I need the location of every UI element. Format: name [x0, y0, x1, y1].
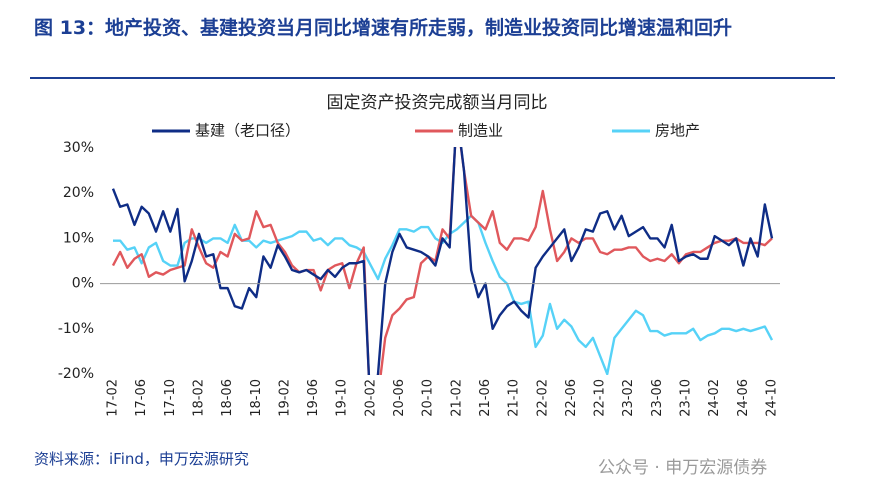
- series-line: [111, 147, 773, 375]
- x-tick-label: 18-10: [249, 379, 264, 417]
- series-line: [111, 147, 774, 375]
- x-tick-label: 23-06: [650, 379, 665, 417]
- y-tick-label: 20%: [63, 185, 94, 201]
- x-tick-label: 24-10: [765, 379, 780, 417]
- x-tick-label: 23-02: [621, 379, 636, 417]
- x-tick-label: 22-06: [564, 379, 579, 417]
- y-tick-label: 30%: [63, 140, 94, 156]
- chart-title: 固定资产投资完成额当月同比: [327, 93, 548, 113]
- x-tick-label: 21-10: [507, 379, 522, 417]
- x-tick-label: 19-02: [277, 379, 292, 417]
- x-tick-label: 18-02: [191, 379, 206, 417]
- x-tick-label: 17-06: [134, 379, 149, 417]
- figure-title: 图 13：地产投资、基建投资当月同比增速有所走弱，制造业投资同比增速温和回升: [34, 17, 733, 39]
- x-tick-label: 22-02: [535, 379, 550, 417]
- y-tick-label: 10%: [63, 230, 94, 246]
- x-tick-label: 20-02: [363, 379, 378, 417]
- y-tick-label: -10%: [58, 321, 94, 337]
- x-tick-label: 17-02: [106, 379, 121, 417]
- x-tick-label: 22-10: [593, 379, 608, 417]
- x-tick-label: 24-02: [707, 379, 722, 417]
- x-tick-label: 20-10: [421, 379, 436, 417]
- source-note: 资料来源：iFind，申万宏源研究: [34, 450, 249, 468]
- plot-area: [111, 147, 774, 375]
- legend-label: 制造业: [458, 122, 503, 140]
- watermark: 公众号 · 申万宏源债券: [598, 458, 768, 478]
- x-tick-label: 19-06: [306, 379, 321, 417]
- y-tick-label: -20%: [58, 366, 94, 382]
- y-tick-label: 0%: [72, 276, 94, 292]
- x-tick-label: 23-10: [679, 379, 694, 417]
- x-tick-label: 21-06: [478, 379, 493, 417]
- x-tick-label: 24-06: [736, 379, 751, 417]
- legend-label: 房地产: [655, 122, 700, 140]
- x-tick-label: 21-02: [449, 379, 464, 417]
- x-tick-label: 19-10: [335, 379, 350, 417]
- legend-label: 基建（老口径）: [195, 122, 300, 140]
- x-tick-label: 20-06: [392, 379, 407, 417]
- x-tick-label: 18-06: [220, 379, 235, 417]
- x-tick-label: 17-10: [163, 379, 178, 417]
- title-rule: [30, 77, 835, 79]
